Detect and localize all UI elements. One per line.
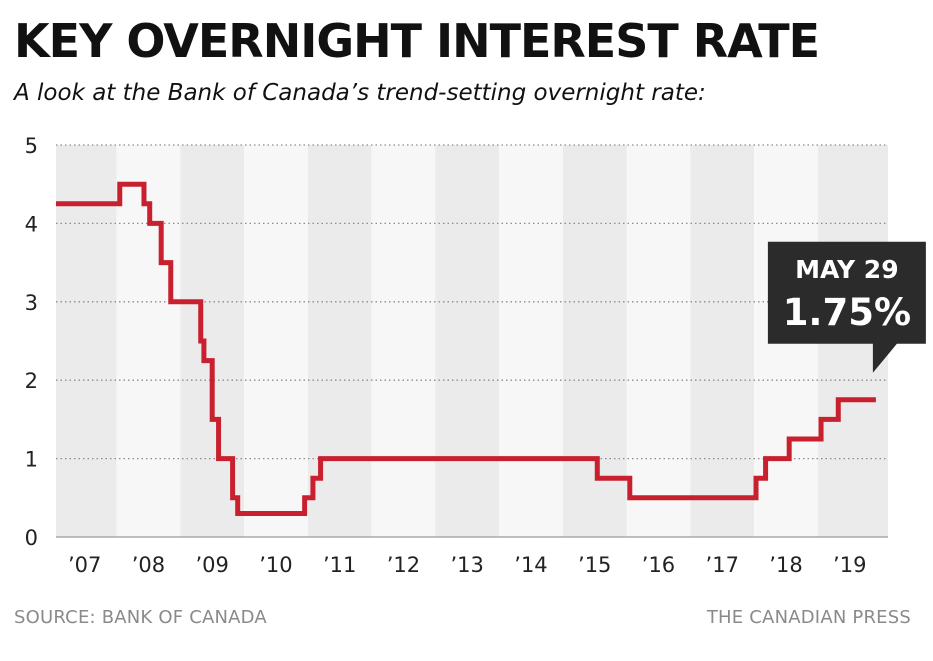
x-tick-label: ’07	[68, 553, 101, 577]
x-tick-label: ’13	[451, 553, 484, 577]
y-tick-label: 1	[25, 448, 38, 472]
year-band	[690, 145, 755, 537]
x-tick-label: ’16	[642, 553, 675, 577]
y-tick-label: 3	[25, 291, 38, 315]
x-tick-label: ’17	[706, 553, 739, 577]
y-tick-label: 5	[25, 134, 38, 158]
rate-line	[56, 181, 876, 516]
y-tick-label: 4	[25, 212, 38, 236]
year-band	[56, 145, 117, 537]
source-note: SOURCE: BANK OF CANADA	[14, 607, 267, 628]
year-band	[435, 145, 500, 537]
callout-value: 1.75%	[783, 291, 911, 334]
credit-note: THE CANADIAN PRESS	[706, 607, 911, 628]
year-band	[499, 145, 563, 537]
callout-date: MAY 29	[795, 255, 898, 284]
y-tick-label: 0	[25, 526, 38, 550]
x-tick-label: ’15	[578, 553, 611, 577]
callout-box	[767, 241, 926, 373]
x-tick-label: ’18	[769, 553, 802, 577]
x-tick-label: ’09	[195, 553, 228, 577]
x-tick-label: ’08	[132, 553, 165, 577]
year-band	[371, 145, 436, 537]
x-tick-label: ’10	[259, 553, 292, 577]
year-bands	[56, 145, 888, 537]
chart-title: KEY OVERNIGHT INTEREST RATE	[14, 14, 820, 68]
chart-subtitle: A look at the Bank of Canada’s trend-set…	[14, 80, 706, 106]
x-tick-label: ’19	[833, 553, 866, 577]
x-axis-labels: ’07 ’08 ’09 ’10 ’11 ’12 ’13 ’14 ’15 ’16 ’17 ’18 ’19	[68, 553, 866, 577]
gridlines	[56, 144, 888, 538]
year-band	[244, 145, 308, 537]
year-band	[626, 145, 691, 537]
x-tick-label: ’14	[514, 553, 547, 577]
y-axis-labels: 0 1 2 3 4 5	[25, 134, 38, 550]
x-tick-label: ’11	[323, 553, 356, 577]
year-band	[562, 145, 627, 537]
rate-chart: 0 1 2 3 4 5 ’07 ’08 ’09 ’10 ’11 ’12 ’13 ’14 ’15 ’16 ’17…	[25, 134, 926, 577]
rate-callout: MAY 29 1.75%	[767, 241, 926, 373]
x-tick-label: ’12	[387, 553, 420, 577]
y-tick-label: 2	[25, 369, 38, 393]
